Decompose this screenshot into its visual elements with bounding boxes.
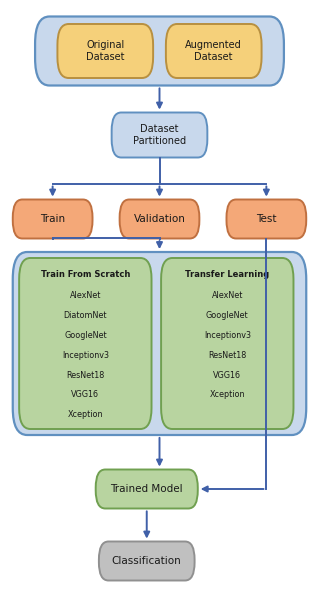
Text: GoogleNet: GoogleNet (206, 311, 249, 320)
Text: VGG16: VGG16 (71, 391, 99, 400)
FancyBboxPatch shape (96, 469, 198, 509)
FancyBboxPatch shape (120, 199, 199, 238)
FancyBboxPatch shape (57, 24, 153, 78)
Text: Original
Dataset: Original Dataset (86, 40, 124, 62)
Text: Augmented
Dataset: Augmented Dataset (185, 40, 242, 62)
Text: VGG16: VGG16 (213, 371, 241, 380)
Text: AlexNet: AlexNet (70, 292, 101, 301)
Text: Train: Train (40, 214, 65, 224)
Text: Classification: Classification (112, 556, 182, 566)
Text: ResNet18: ResNet18 (208, 350, 246, 360)
FancyBboxPatch shape (161, 258, 293, 429)
Text: Test: Test (256, 214, 277, 224)
Text: Trained Model: Trained Model (110, 484, 183, 494)
Text: Xception: Xception (68, 410, 103, 419)
Text: Inceptionv3: Inceptionv3 (62, 350, 109, 360)
FancyBboxPatch shape (99, 541, 195, 581)
Text: Dataset
Partitioned: Dataset Partitioned (133, 124, 186, 146)
Text: Validation: Validation (134, 214, 185, 224)
Text: AlexNet: AlexNet (211, 292, 243, 301)
FancyBboxPatch shape (13, 252, 306, 435)
Text: GoogleNet: GoogleNet (64, 331, 107, 340)
FancyBboxPatch shape (19, 258, 152, 429)
FancyBboxPatch shape (112, 113, 207, 157)
FancyBboxPatch shape (35, 16, 284, 85)
Text: DiatomNet: DiatomNet (63, 311, 107, 320)
Text: Xception: Xception (210, 391, 245, 400)
Text: Inceptionv3: Inceptionv3 (204, 331, 251, 340)
FancyBboxPatch shape (13, 199, 93, 238)
FancyBboxPatch shape (166, 24, 262, 78)
Text: ResNet18: ResNet18 (66, 371, 104, 380)
FancyBboxPatch shape (226, 199, 306, 238)
Text: Train From Scratch: Train From Scratch (41, 271, 130, 280)
Text: Transfer Learning: Transfer Learning (185, 271, 270, 280)
